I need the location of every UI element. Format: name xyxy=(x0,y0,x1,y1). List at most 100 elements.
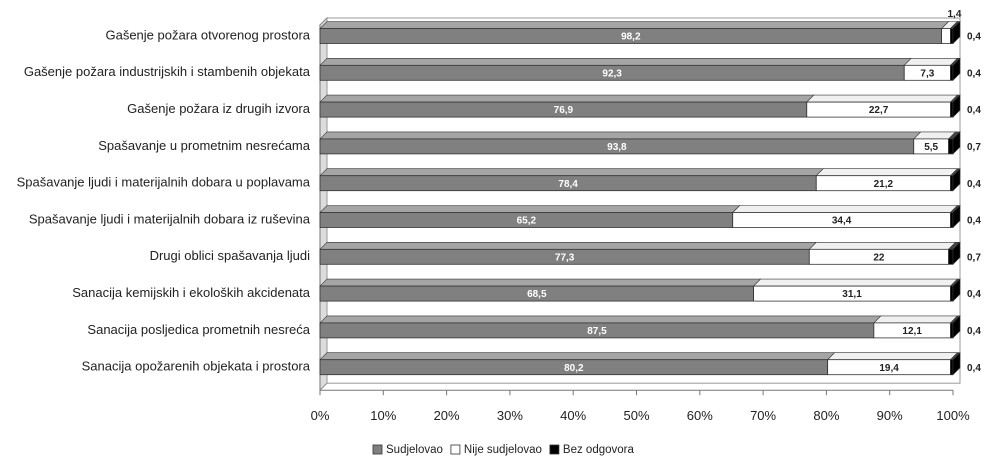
bar-segment-bez-odgovora xyxy=(950,101,954,118)
data-label-sudjelovao: 78,4 xyxy=(558,179,578,190)
legend-label: Bez odgovora xyxy=(563,444,635,456)
x-tick-label: 20% xyxy=(434,408,460,423)
bar-row-spasavanje-ljudi-i-materijalnih-dobara-u-poplavama: 78,4 21,2 0,4 xyxy=(319,167,981,192)
data-label-nije-sudjelovao: 22 xyxy=(873,252,885,263)
bar-top-sudjelovao xyxy=(319,205,741,213)
data-label-sudjelovao: 77,3 xyxy=(555,252,575,263)
x-tick-label: 90% xyxy=(877,408,903,423)
bar-side xyxy=(952,315,961,339)
data-label-bez-odgovora: 0,7 xyxy=(967,252,981,263)
legend-label: Sudjelovao xyxy=(386,444,443,456)
bar-segment-bez-odgovora xyxy=(950,64,954,81)
bar-top-nije-sudjelovao xyxy=(806,94,959,103)
data-label-sudjelovao: 93,8 xyxy=(607,142,627,153)
data-label-nije-sudjelovao: 21,2 xyxy=(874,179,894,190)
bar-segment-bez-odgovora xyxy=(950,175,954,192)
bar-side xyxy=(952,241,961,266)
data-label-bez-odgovora: 0,4 xyxy=(967,363,981,374)
x-axis-ticks: 0% 10% 20% 30% 40% 50% 60% 70% 80% 90% 100% xyxy=(311,390,970,423)
category-label: Sanacija posljedica prometnih nesreća xyxy=(87,322,310,337)
data-label-sudjelovao: 92,3 xyxy=(602,68,622,79)
bar-side xyxy=(952,278,961,302)
bar-top-nije-sudjelovao xyxy=(731,205,959,213)
bar-top-sudjelovao xyxy=(319,242,818,250)
x-tick-label: 100% xyxy=(936,408,970,423)
data-label-bez-odgovora: 0,4 xyxy=(967,32,981,43)
bars: 98,2 1,4 0,4 92,3 7,3 0,4 76,9 22,7 0,4 93,8 5,5 0,… xyxy=(319,9,981,376)
data-label-nije-sudjelovao: 34,4 xyxy=(832,216,852,227)
data-label-bez-odgovora: 0,4 xyxy=(967,179,981,190)
legend-label: Nije sudjelovao xyxy=(464,444,542,456)
data-label-nije-sudjelovao: 5,5 xyxy=(924,142,938,153)
data-label-sudjelovao: 80,2 xyxy=(564,363,584,374)
data-label-bez-odgovora: 0,4 xyxy=(967,289,981,300)
data-label-nije-sudjelovao: 19,4 xyxy=(879,363,899,374)
category-label: Spašavanje ljudi i materijalnih dobara u… xyxy=(17,175,311,190)
bar-top-nije-sudjelovao xyxy=(752,278,959,287)
bar-top-nije-sudjelovao xyxy=(903,57,959,66)
bar-row-spasavanje-ljudi-i-materijalnih-dobara-iz-rusevina: 65,2 34,4 0,4 xyxy=(319,204,981,229)
bar-top-sudjelovao xyxy=(319,57,912,66)
legend-swatch xyxy=(549,444,560,455)
bar-side xyxy=(952,204,961,229)
legend: Sudjelovao Nije sudjelovao Bez odgovora xyxy=(372,444,635,456)
data-label-sudjelovao: 65,2 xyxy=(517,216,537,227)
data-label-bez-odgovora: 0,7 xyxy=(967,142,981,153)
x-tick-label: 50% xyxy=(623,408,649,423)
bar-segment-bez-odgovora xyxy=(948,138,954,155)
x-tick-label: 10% xyxy=(370,408,396,423)
bar-segment-bez-odgovora xyxy=(948,248,954,265)
bar-side xyxy=(952,20,961,45)
bar-top-sudjelovao xyxy=(319,131,922,140)
category-labels: Gašenje požara otvorenog prostora Gašenje… xyxy=(17,27,311,373)
bar-segment-bez-odgovora xyxy=(950,285,954,302)
bar-side xyxy=(952,94,961,118)
data-label-bez-odgovora: 0,4 xyxy=(967,326,981,337)
category-label: Drugi oblici spašavanja ljudi xyxy=(150,248,311,263)
data-label-nije-sudjelovao: 12,1 xyxy=(902,326,922,337)
category-label: Gašenje požara otvorenog prostora xyxy=(105,27,310,42)
x-tick-label: 80% xyxy=(813,408,839,423)
bar-segment-bez-odgovora xyxy=(950,359,954,376)
x-tick-label: 40% xyxy=(560,408,586,423)
x-tick-label: 60% xyxy=(687,408,713,423)
category-label: Sanacija kemijskih i ekoloških akcidenat… xyxy=(72,285,311,300)
data-label-nije-sudjelovao: 1,4 xyxy=(948,9,962,20)
bar-top-nije-sudjelovao xyxy=(808,242,957,250)
bar-top-sudjelovao xyxy=(319,352,836,361)
legend-swatch xyxy=(450,444,461,455)
bar-row-sanacija-kemijskih-i-ekoloskih-akcidenata: 68,5 31,1 0,4 xyxy=(319,278,981,302)
data-label-bez-odgovora: 0,4 xyxy=(967,68,981,79)
data-label-sudjelovao: 76,9 xyxy=(554,105,574,116)
bar-segment-bez-odgovora xyxy=(950,28,954,44)
legend-item-nije-sudjelovao: Nije sudjelovao xyxy=(450,444,542,456)
x-tick-label: 0% xyxy=(311,408,330,423)
bar-top-sudjelovao xyxy=(319,168,824,176)
bar-row-gasenje-pozara-otvorenog-prostora: 98,2 1,4 0,4 xyxy=(319,9,981,45)
x-tick-label: 70% xyxy=(750,408,776,423)
bar-top-nije-sudjelovao xyxy=(826,352,959,361)
data-label-sudjelovao: 68,5 xyxy=(527,289,547,300)
data-label-bez-odgovora: 0,4 xyxy=(967,105,981,116)
bar-segment-bez-odgovora xyxy=(950,322,954,339)
bar-segment-nije-sudjelovao xyxy=(941,28,951,44)
data-label-nije-sudjelovao: 7,3 xyxy=(920,68,934,79)
legend-item-sudjelovao: Sudjelovao xyxy=(372,444,443,456)
bar-top-sudjelovao xyxy=(319,21,950,29)
x-tick-label: 30% xyxy=(497,408,523,423)
bar-top-sudjelovao xyxy=(319,315,882,324)
bar-side xyxy=(952,167,961,192)
bar-row-drugi-oblici-spasavanja-ljudi: 77,3 22 0,7 xyxy=(319,241,981,266)
bar-row-gasenje-pozara-iz-drugih-izvora: 76,9 22,7 0,4 xyxy=(319,94,981,118)
data-label-sudjelovao: 98,2 xyxy=(621,32,641,43)
data-label-nije-sudjelovao: 22,7 xyxy=(869,105,889,116)
bar-top-nije-sudjelovao xyxy=(815,168,959,176)
legend-swatch xyxy=(372,444,383,455)
bar-side xyxy=(952,57,961,82)
bar-top-sudjelovao xyxy=(319,278,762,287)
bar-top-sudjelovao xyxy=(319,94,815,103)
data-label-nije-sudjelovao: 31,1 xyxy=(842,289,862,300)
bar-side xyxy=(952,131,961,155)
bar-row-sanacija-posljedica-prometnih-nesreca: 87,5 12,1 0,4 xyxy=(319,315,981,339)
